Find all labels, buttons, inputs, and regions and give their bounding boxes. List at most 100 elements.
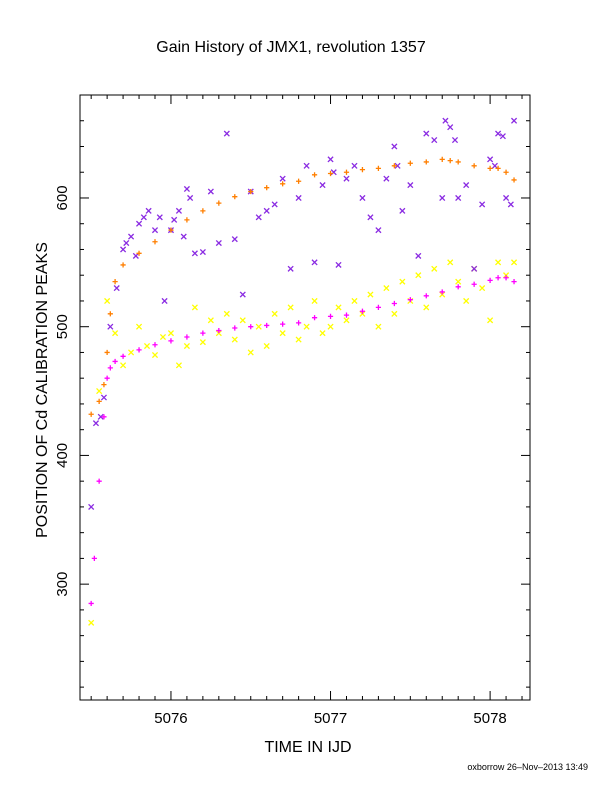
data-point (120, 262, 126, 268)
data-point (263, 342, 270, 350)
data-point (503, 275, 509, 281)
data-point (101, 414, 107, 420)
axis-layer: 5076 5077 5078 300 400 500 600 (54, 94, 530, 727)
data-point (199, 248, 206, 256)
data-point (415, 272, 422, 279)
data-point (183, 185, 190, 193)
data-point (407, 160, 413, 166)
data-point (184, 217, 190, 223)
data-point (248, 324, 254, 330)
data-point (487, 165, 493, 171)
data-point (295, 194, 302, 202)
data-point (343, 317, 350, 324)
data-point (171, 216, 178, 223)
data-point (151, 351, 159, 359)
data-point (113, 285, 120, 292)
data-point (451, 136, 459, 144)
data-point (104, 375, 110, 381)
data-point (367, 214, 374, 221)
data-point (375, 323, 382, 330)
data-point (136, 347, 142, 353)
data-point (151, 227, 159, 234)
data-point (200, 208, 206, 214)
data-point (423, 159, 429, 165)
data-point (394, 162, 401, 169)
data-point (463, 182, 470, 189)
data-point (391, 300, 397, 307)
data-point (495, 130, 502, 137)
data-point (383, 175, 390, 182)
series-group (88, 259, 518, 626)
data-point (143, 342, 151, 350)
data-point (97, 413, 104, 420)
data-point (128, 233, 135, 240)
data-point (507, 201, 514, 208)
data-point (96, 388, 103, 395)
data-point (215, 239, 222, 247)
data-point (495, 275, 501, 281)
data-point (391, 310, 398, 317)
data-point (479, 285, 486, 292)
data-point (216, 200, 222, 206)
series-group (88, 275, 517, 607)
data-point (471, 281, 477, 287)
data-point (104, 297, 111, 305)
data-point (442, 117, 449, 124)
data-point (96, 398, 102, 404)
data-point (423, 130, 430, 137)
data-point (351, 297, 358, 305)
data-point (423, 293, 429, 299)
data-point (495, 165, 501, 171)
data-point (303, 162, 310, 169)
data-point (431, 265, 438, 272)
data-point (112, 279, 118, 285)
data-point (407, 297, 413, 303)
data-point (511, 177, 517, 183)
data-point (439, 194, 446, 202)
data-point (311, 297, 318, 305)
data-point (391, 143, 398, 150)
series-group (88, 156, 517, 417)
data-point (327, 313, 334, 320)
data-point (510, 117, 518, 124)
data-point (311, 315, 318, 321)
data-point (247, 349, 254, 356)
data-point (510, 259, 518, 266)
data-point (455, 194, 462, 202)
data-point (455, 284, 461, 290)
data-point (120, 362, 127, 369)
data-point (88, 619, 95, 626)
data-point (447, 259, 454, 266)
data-point (439, 289, 445, 295)
y-axis-label: POSITION OF Cd CALIBRATION PEAKS (34, 242, 51, 538)
data-point (140, 214, 147, 221)
data-point (112, 330, 119, 337)
data-point (447, 158, 453, 164)
data-point (159, 333, 167, 341)
data-point (487, 317, 494, 324)
data-point (391, 163, 397, 169)
data-point (491, 162, 498, 169)
data-point (423, 304, 430, 311)
data-point (280, 181, 286, 187)
data-point (271, 310, 278, 317)
data-point (152, 239, 158, 245)
data-point (487, 277, 493, 283)
data-point (471, 265, 478, 272)
data-point (455, 278, 462, 285)
data-point (503, 194, 510, 202)
data-point (407, 182, 414, 189)
data-point (128, 349, 135, 356)
data-point (447, 124, 454, 131)
data-point (271, 201, 278, 208)
data-point (145, 207, 152, 214)
data-point (319, 330, 326, 337)
data-point (375, 304, 382, 310)
data-point (280, 321, 286, 327)
data-point (335, 261, 342, 268)
data-point (239, 317, 246, 324)
data-point (279, 330, 286, 337)
data-point (455, 159, 461, 165)
data-point (107, 323, 114, 330)
data-point (248, 188, 254, 195)
